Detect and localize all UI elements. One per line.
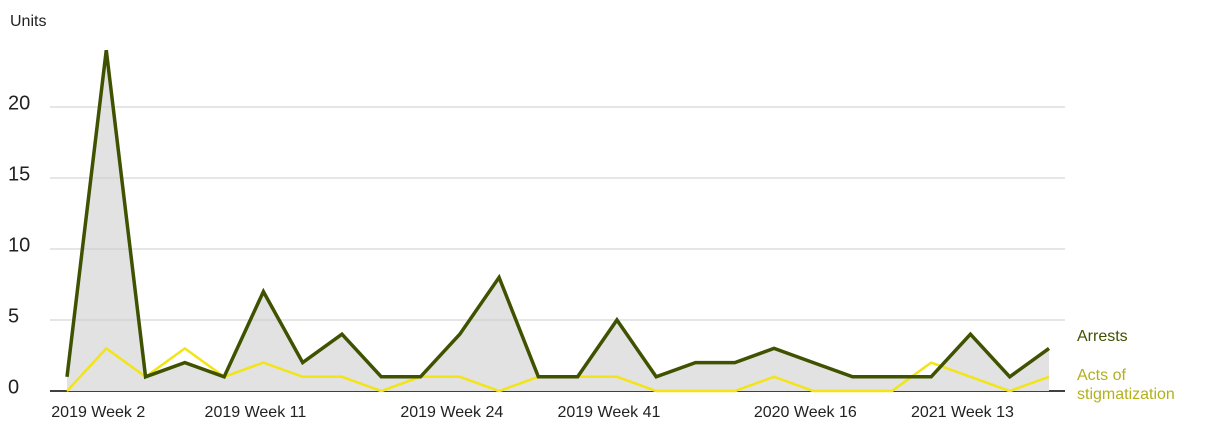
y-axis-label: Units [10,13,46,30]
legend-label: Acts of stigmatization [1077,367,1175,403]
x-tick-label: 2019 Week 41 [557,404,660,421]
x-tick-label: 2019 Week 24 [400,404,503,421]
x-tick-label: 2019 Week 2 [51,404,145,421]
y-tick-label: 0 [8,376,19,398]
y-tick-label: 5 [8,305,19,327]
x-tick-label: 2019 Week 11 [205,404,307,421]
y-tick-label: 10 [8,234,30,256]
area [67,50,1049,391]
x-tick-label: 2020 Week 16 [754,404,857,421]
y-tick-label: 20 [8,92,30,114]
x-tick-label: 2021 Week 13 [911,404,1014,421]
y-tick-label: 15 [8,163,30,185]
legend-label: Arrests [1077,328,1128,345]
line [65,49,1051,380]
